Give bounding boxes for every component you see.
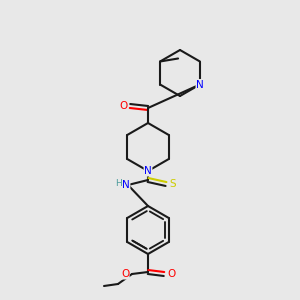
Text: O: O [121,269,129,279]
Text: N: N [196,80,204,89]
Text: S: S [170,179,176,189]
Text: O: O [167,269,175,279]
Text: O: O [119,101,127,111]
Text: N: N [122,180,130,190]
Text: N: N [144,166,152,176]
Text: H: H [115,179,122,188]
